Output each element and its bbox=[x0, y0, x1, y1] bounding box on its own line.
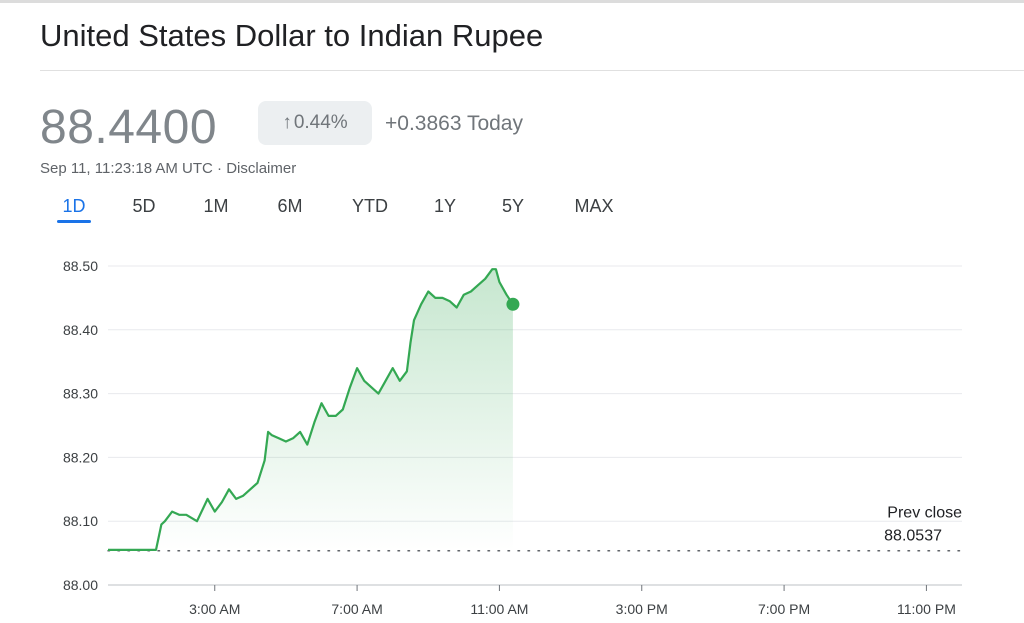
timestamp-disclaimer[interactable]: Sep 11, 11:23:18 AM UTC · Disclaimer bbox=[40, 160, 297, 177]
change-percent-chip: ↑ 0.44% bbox=[258, 101, 372, 145]
top-border bbox=[0, 0, 1024, 3]
x-tick-label: 7:00 AM bbox=[331, 601, 382, 617]
x-tick-label: 11:00 PM bbox=[897, 601, 956, 617]
current-price-dot[interactable] bbox=[506, 297, 520, 311]
active-tab-underline bbox=[57, 220, 91, 223]
tab-6m[interactable]: 6M bbox=[277, 196, 303, 216]
price-line bbox=[108, 268, 514, 551]
y-tick-label: 88.40 bbox=[63, 322, 98, 338]
tab-1d[interactable]: 1D bbox=[62, 196, 86, 216]
y-tick-label: 88.10 bbox=[63, 513, 98, 529]
arrow-up-icon: ↑ bbox=[282, 112, 292, 133]
y-tick-label: 88.00 bbox=[63, 577, 98, 593]
x-tick-label: 7:00 PM bbox=[758, 601, 810, 617]
tab-1m[interactable]: 1M bbox=[203, 196, 229, 216]
prev-close-label: Prev close bbox=[887, 505, 962, 522]
y-tick-label: 88.30 bbox=[63, 386, 98, 402]
tab-ytd[interactable]: YTD bbox=[352, 196, 388, 216]
x-tick-label: 11:00 AM bbox=[470, 601, 528, 617]
y-tick-label: 88.50 bbox=[63, 258, 98, 274]
price-area-fill bbox=[108, 269, 513, 551]
x-tick-label: 3:00 AM bbox=[189, 601, 240, 617]
prev-close-value: 88.0537 bbox=[884, 528, 942, 545]
tab-1y[interactable]: 1Y bbox=[433, 196, 457, 216]
change-today: +0.3863 Today bbox=[385, 112, 523, 135]
tab-5d[interactable]: 5D bbox=[132, 196, 156, 216]
y-tick-label: 88.20 bbox=[63, 449, 98, 465]
page-title: United States Dollar to Indian Rupee bbox=[40, 18, 544, 53]
current-price: 88.4400 bbox=[40, 101, 218, 154]
change-percent: 0.44% bbox=[293, 112, 348, 133]
title-divider bbox=[40, 70, 1024, 71]
tab-5y[interactable]: 5Y bbox=[501, 196, 525, 216]
tab-max[interactable]: MAX bbox=[574, 196, 614, 216]
x-tick-label: 3:00 PM bbox=[616, 601, 668, 617]
